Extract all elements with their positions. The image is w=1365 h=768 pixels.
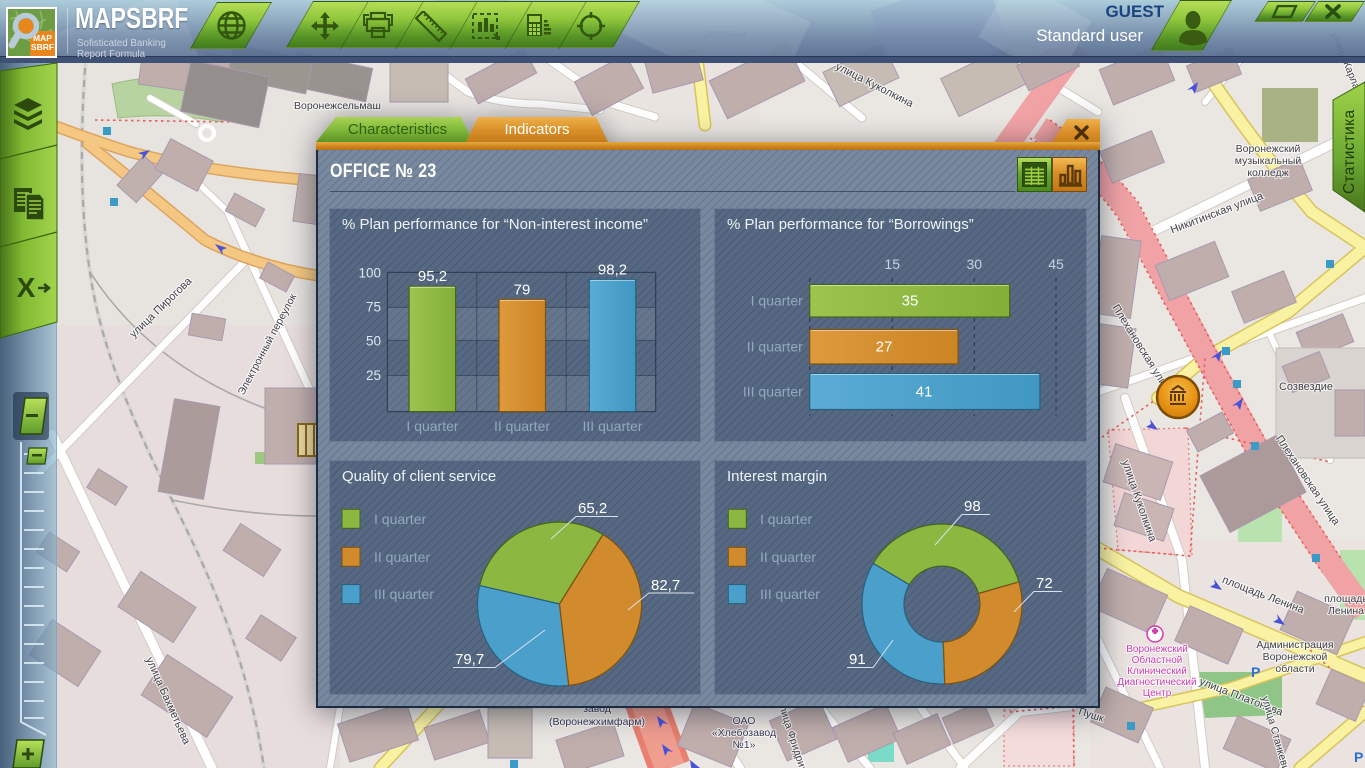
svg-text:15: 15 [884,256,900,272]
svg-text:колледж: колледж [1247,167,1288,179]
svg-text:41: 41 [916,384,933,401]
svg-text:98: 98 [964,498,981,515]
svg-text:Ленина: Ленина [1328,605,1364,617]
svg-text:P: P [1251,664,1260,680]
svg-text:79: 79 [514,282,531,299]
svg-text:III quarter: III quarter [760,586,820,602]
svg-text:III quarter: III quarter [743,384,803,400]
svg-text:музыкальный: музыкальный [1235,155,1302,167]
svg-text:SBRF: SBRF [31,42,54,52]
svg-text:Областной: Областной [1132,654,1183,666]
svg-text:35: 35 [902,293,919,310]
svg-text:Воронежский: Воронежский [1236,143,1301,155]
svg-text:«Хлебозавод: «Хлебозавод [712,727,776,739]
svg-text:98,2: 98,2 [598,262,627,279]
svg-text:I quarter: I quarter [760,511,812,527]
svg-text:Quality of client service: Quality of client service [342,468,496,485]
svg-text:III quarter: III quarter [583,418,643,434]
svg-text:72: 72 [1036,575,1053,592]
svg-text:I quarter: I quarter [406,418,458,434]
svg-text:ОАО: ОАО [733,715,756,727]
svg-text:65,2: 65,2 [578,500,607,517]
svg-text:Созвездие: Созвездие [1279,381,1333,393]
svg-text:площадь: площадь [1324,593,1365,605]
svg-text:X: X [17,272,36,303]
svg-text:II quarter: II quarter [760,549,816,565]
svg-text:II quarter: II quarter [747,339,803,355]
svg-text:95,2: 95,2 [418,268,447,285]
svg-text:I quarter: I quarter [751,293,803,309]
svg-text:Центр: Центр [1143,688,1172,699]
svg-text:91: 91 [849,651,866,668]
svg-text:25: 25 [366,368,381,383]
svg-text:45: 45 [1048,256,1064,272]
svg-text:% Plan performance for “Non-in: % Plan performance for “Non-interest inc… [342,216,648,233]
svg-text:79,7: 79,7 [455,651,484,668]
svg-text:Воронежсельмаш: Воронежсельмаш [294,100,381,112]
svg-text:Воронежский: Воронежский [1126,644,1188,655]
svg-text:50: 50 [366,334,381,349]
svg-text:(Воронежхимфарм): (Воронежхимфарм) [549,716,645,728]
svg-text:III quarter: III quarter [374,586,434,602]
svg-text:области: области [1275,663,1314,675]
svg-text:100: 100 [358,266,381,281]
svg-text:30: 30 [967,256,983,272]
svg-text:II quarter: II quarter [494,418,550,434]
svg-text:Диагностический: Диагностический [1117,677,1196,688]
svg-text:82,7: 82,7 [651,577,680,594]
svg-text:75: 75 [366,300,381,315]
svg-text:Воронежской: Воронежской [1263,651,1328,663]
svg-text:P: P [1354,749,1363,765]
svg-text:% Plan performance for “Borrow: % Plan performance for “Borrowings” [727,216,974,233]
svg-text:Статистика: Статистика [1341,110,1358,194]
svg-text:MAP: MAP [33,33,52,43]
svg-text:27: 27 [876,339,893,356]
svg-text:№1»: №1» [733,739,756,751]
svg-text:I quarter: I quarter [374,511,426,527]
svg-text:II quarter: II quarter [374,549,430,565]
svg-text:Interest margin: Interest margin [727,468,827,485]
svg-text:Клинический: Клинический [1127,666,1187,677]
svg-text:Администрация: Администрация [1256,639,1333,651]
